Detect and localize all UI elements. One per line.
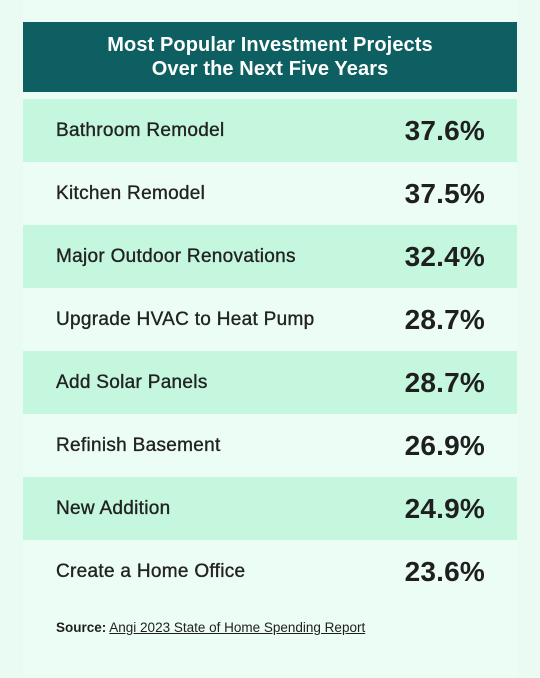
project-label: New Addition	[56, 497, 171, 519]
source-label: Source:	[56, 620, 107, 635]
project-percentage: 37.6%	[404, 114, 485, 146]
project-percentage: 24.9%	[404, 492, 485, 524]
table-row: Major Outdoor Renovations 32.4%	[23, 225, 517, 288]
project-label: Bathroom Remodel	[56, 119, 225, 141]
project-percentage: 28.7%	[404, 366, 485, 398]
project-percentage: 37.5%	[404, 177, 485, 209]
table-row: Bathroom Remodel 37.6%	[23, 99, 517, 162]
project-label: Add Solar Panels	[56, 371, 208, 393]
project-percentage: 23.6%	[404, 555, 485, 587]
project-label: Kitchen Remodel	[56, 182, 206, 204]
source-note: Source: Angi 2023 State of Home Spending…	[56, 620, 365, 635]
table-row: Add Solar Panels 28.7%	[23, 351, 517, 414]
project-percentage: 28.7%	[404, 303, 485, 335]
chart-title-line-1: Most Popular Investment Projects	[107, 34, 433, 56]
project-label: Create a Home Office	[56, 560, 246, 582]
chart-title-line-2: Over the Next Five Years	[151, 58, 389, 80]
table-row: New Addition 24.9%	[23, 477, 517, 540]
project-label: Major Outdoor Renovations	[56, 245, 296, 267]
projects-table: Bathroom Remodel 37.6% Kitchen Remodel 37.5…	[23, 99, 517, 603]
table-row: Refinish Basement 26.9%	[23, 414, 517, 477]
source-link[interactable]: Angi 2023 State of Home Spending Report	[109, 620, 366, 635]
project-label: Upgrade HVAC to Heat Pump	[56, 308, 315, 330]
chart-header: Most Popular Investment Projects Over th…	[23, 22, 517, 92]
project-percentage: 32.4%	[404, 240, 485, 272]
table-row: Upgrade HVAC to Heat Pump 28.7%	[23, 288, 517, 351]
project-label: Refinish Basement	[56, 434, 221, 456]
table-row: Create a Home Office 23.6%	[23, 540, 517, 603]
project-percentage: 26.9%	[404, 429, 485, 461]
table-row: Kitchen Remodel 37.5%	[23, 162, 517, 225]
